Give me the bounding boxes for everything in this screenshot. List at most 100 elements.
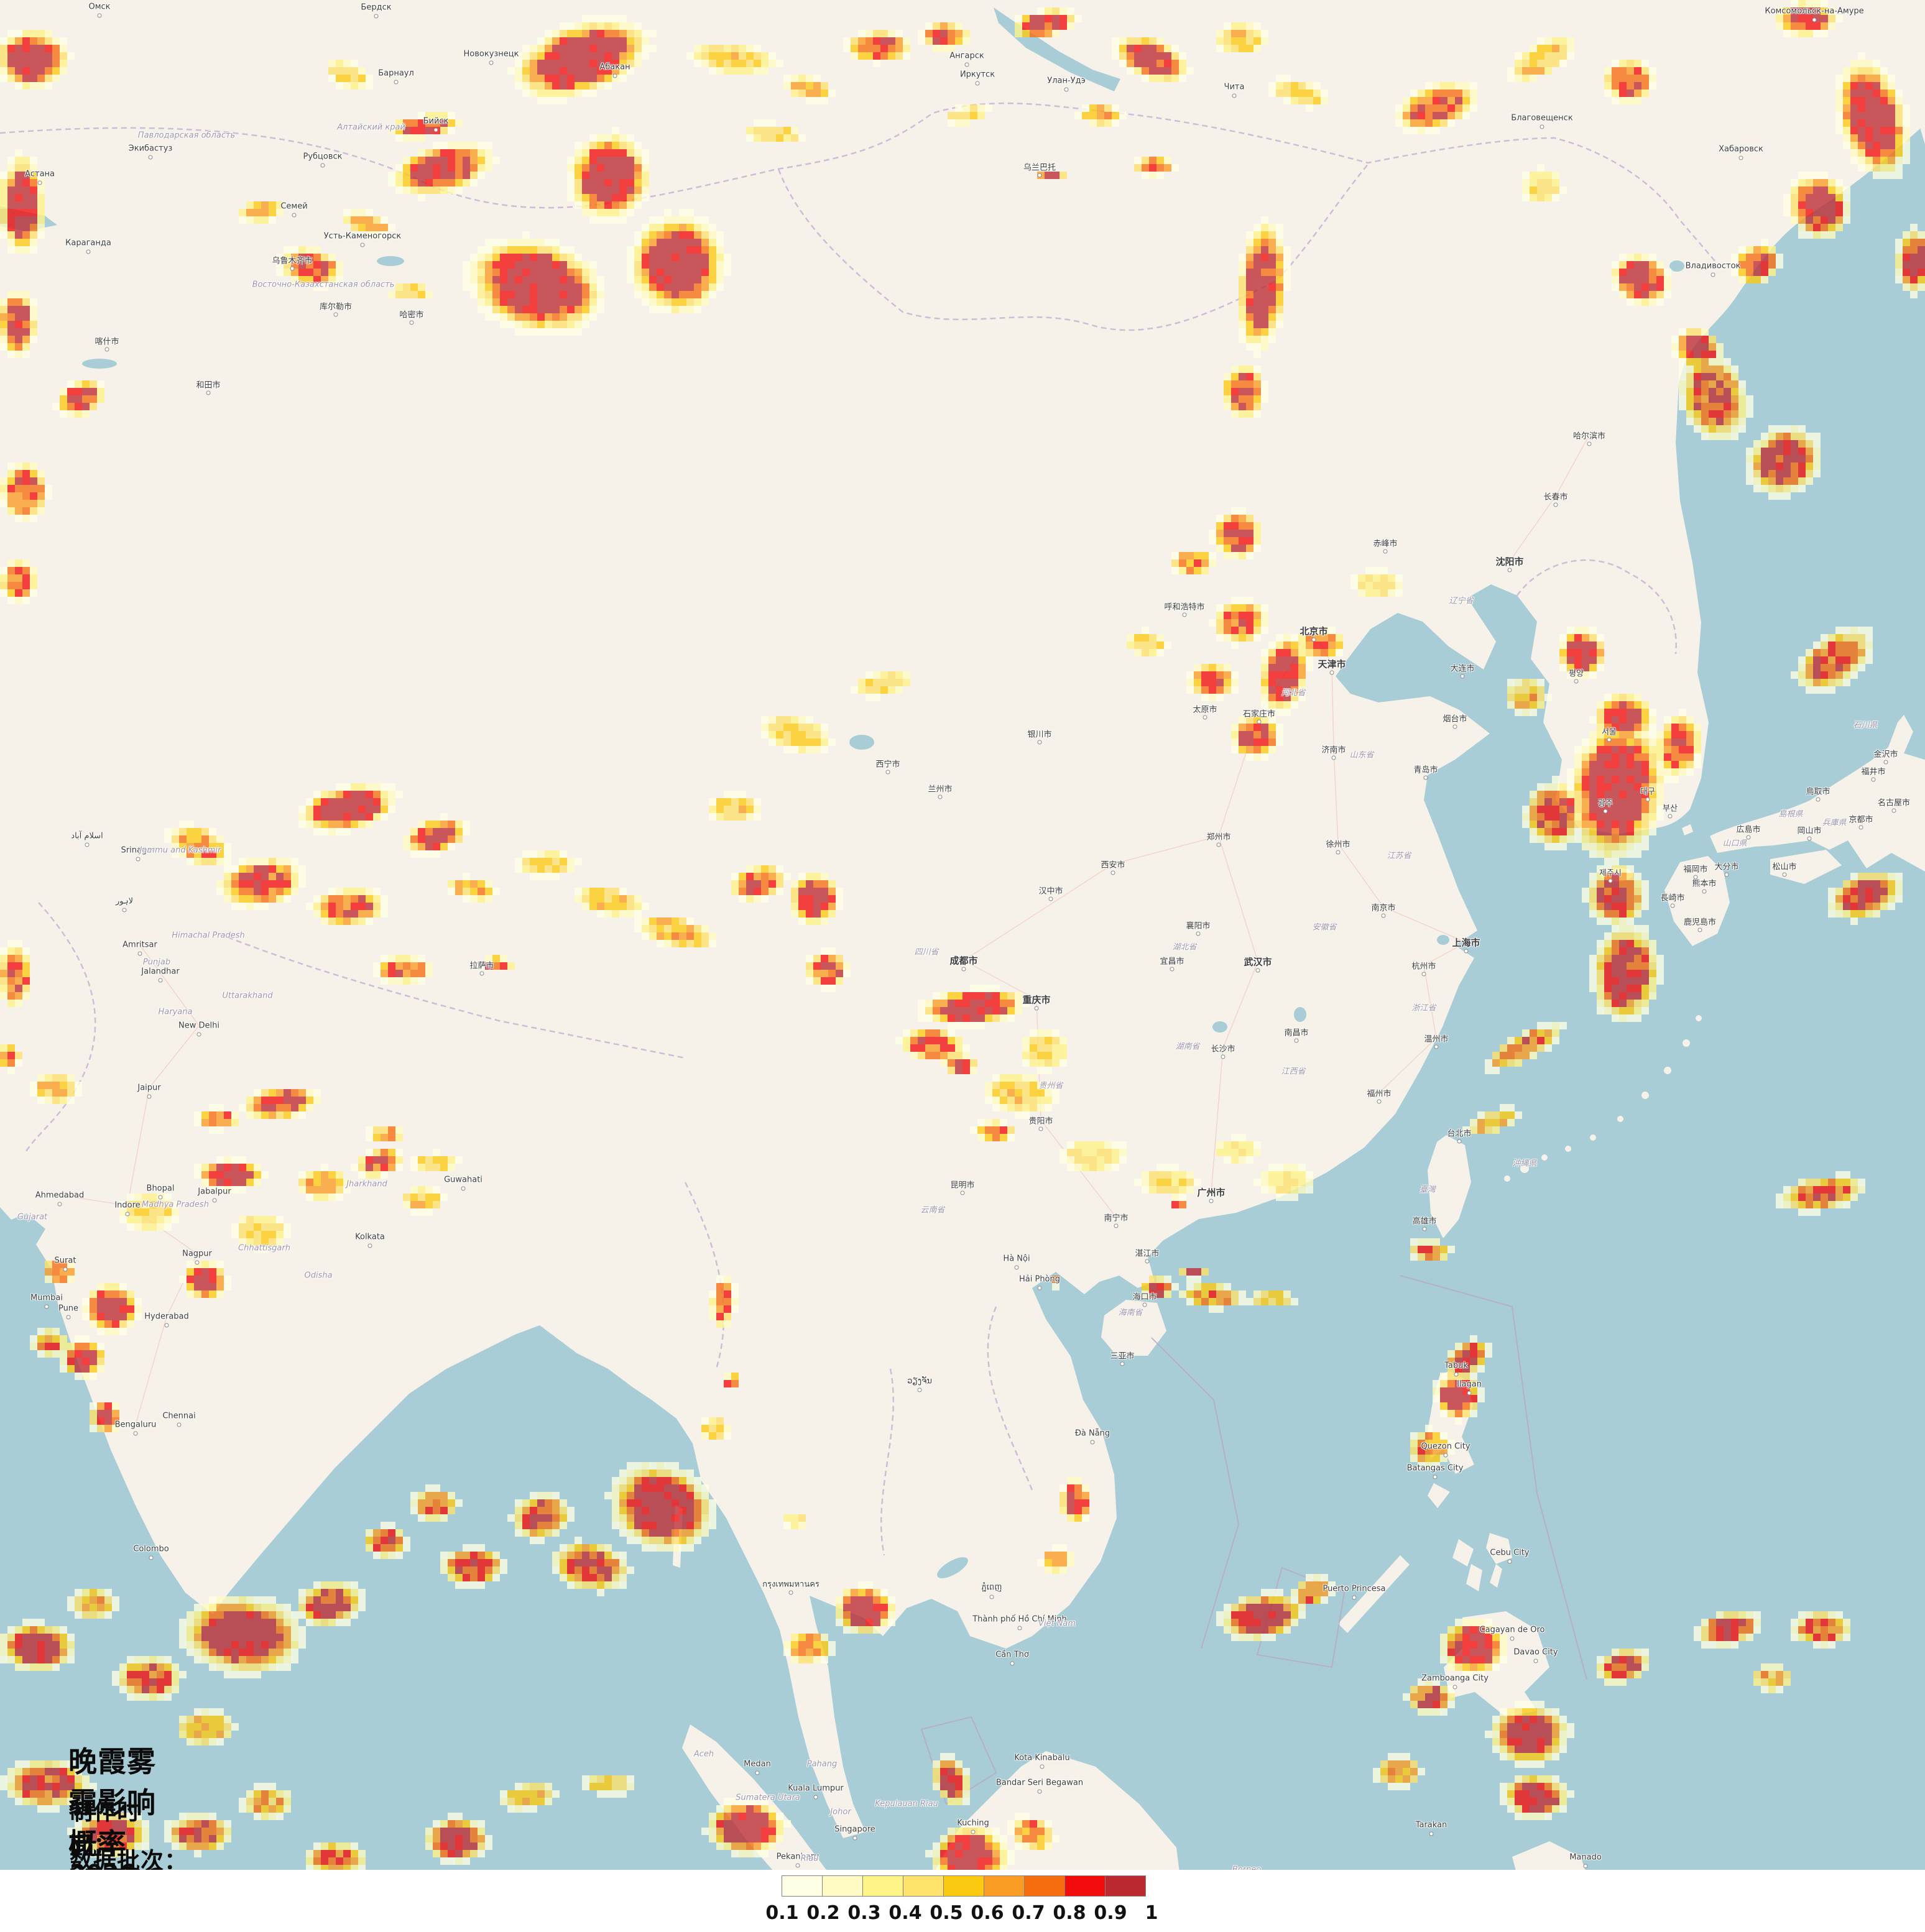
- city-label: Cebu City: [1490, 1548, 1530, 1558]
- city-marker-dot: [989, 1594, 994, 1599]
- legend-tick: 0.6: [971, 1902, 1004, 1924]
- city-marker-dot: [1429, 1831, 1434, 1836]
- city-marker-dot: [367, 1243, 372, 1248]
- city-label: 長崎市: [1660, 893, 1685, 903]
- city-label: Puerto Princesa: [1323, 1584, 1386, 1594]
- city-label: 上海市: [1452, 937, 1480, 949]
- city-marker-dot: [86, 249, 91, 254]
- city-label: Jaipur: [137, 1083, 161, 1093]
- city-marker-dot: [1114, 1223, 1119, 1228]
- city-marker-dot: [148, 155, 153, 160]
- city-marker-dot: [1510, 1636, 1515, 1641]
- city-label: 哈尔滨市: [1572, 431, 1606, 441]
- legend-ticks: 0.1 0.2 0.3 0.4 0.5 0.6 0.7 0.8 0.9 1: [765, 1902, 1158, 1927]
- city-marker-dot: [795, 1863, 800, 1868]
- city-label: 台北市: [1447, 1129, 1472, 1139]
- city-label: Семей: [280, 201, 308, 211]
- city-label: Bengaluru: [114, 1420, 157, 1430]
- city-marker-dot: [1203, 715, 1207, 720]
- legend-bar: 0.1 0.2 0.3 0.4 0.5 0.6 0.7 0.8 0.9 1: [0, 1870, 1925, 1932]
- city-marker-dot: [1738, 155, 1743, 160]
- city-label: Комсомольск-на-Амуре: [1765, 6, 1864, 16]
- city-label: Барнаул: [378, 68, 414, 78]
- city-label: Jalandhar: [141, 967, 180, 977]
- legend-tick: 0.3: [847, 1902, 881, 1924]
- city-label: 평양: [1569, 669, 1584, 679]
- city-marker-dot: [1467, 1391, 1472, 1396]
- city-label: Jabalpur: [198, 1187, 231, 1197]
- city-label: Экибастуз: [128, 144, 173, 154]
- legend-tick: 0.7: [1012, 1902, 1045, 1924]
- city-label: Чита: [1224, 82, 1245, 92]
- city-marker-dot: [409, 320, 414, 325]
- province-label: Madhya Pradesh: [142, 1200, 209, 1210]
- city-marker-dot: [1746, 835, 1751, 840]
- city-label: 沈阳市: [1495, 556, 1524, 568]
- legend-swatch: [1064, 1875, 1106, 1897]
- province-label: 海南省: [1118, 1308, 1143, 1318]
- legend-tick: 0.8: [1053, 1902, 1086, 1924]
- city-marker-dot: [177, 1422, 182, 1427]
- city-label: Pune: [58, 1304, 79, 1313]
- city-label: 天津市: [1318, 658, 1346, 670]
- city-marker-dot: [885, 770, 890, 775]
- city-label: Surat: [54, 1256, 76, 1266]
- data-batch-label: 数据批次：: [70, 1847, 188, 1874]
- city-marker-dot: [1782, 872, 1787, 877]
- city-label: 徐州市: [1326, 840, 1350, 850]
- province-label: Uttarakhand: [222, 991, 273, 1001]
- city-label: 高雄市: [1412, 1217, 1437, 1226]
- city-marker-dot: [133, 1431, 138, 1436]
- province-label: Aceh: [693, 1749, 714, 1759]
- city-label: 长春市: [1543, 492, 1568, 502]
- province-label: Punjab: [142, 957, 171, 967]
- city-marker-dot: [1507, 1559, 1512, 1564]
- city-marker-dot: [1607, 737, 1612, 742]
- city-marker-dot: [1182, 612, 1187, 617]
- city-label: Бердск: [361, 2, 392, 12]
- legend-tick: 0.5: [930, 1902, 963, 1924]
- city-label: Cagayan de Oro: [1479, 1625, 1545, 1635]
- province-label: 浙江省: [1411, 1003, 1436, 1013]
- city-label: 鳥取市: [1806, 787, 1830, 797]
- city-label: 烟台市: [1443, 714, 1467, 724]
- city-label: 呼和浩特市: [1164, 602, 1205, 612]
- legend-tick: 0.1: [765, 1902, 799, 1924]
- city-label: Davao City: [1513, 1647, 1558, 1657]
- city-marker-dot: [1603, 809, 1608, 814]
- city-marker-dot: [1040, 1764, 1045, 1769]
- city-marker-dot: [1454, 1372, 1459, 1377]
- city-label: Kota Kinabalu: [1014, 1753, 1070, 1763]
- city-label: 名古屋市: [1877, 798, 1911, 808]
- city-marker-dot: [1422, 1226, 1427, 1231]
- city-label: Medan: [744, 1759, 771, 1769]
- city-label: 熊本市: [1692, 879, 1717, 889]
- province-label: 河北省: [1281, 688, 1306, 698]
- city-label: Благовещенск: [1511, 113, 1573, 123]
- city-label: Рубцовск: [303, 152, 343, 162]
- city-marker-dot: [1507, 568, 1512, 573]
- city-label: 西宁市: [875, 760, 900, 770]
- city-marker-dot: [292, 213, 297, 218]
- province-label: Jharkhand: [346, 1179, 387, 1189]
- city-marker-dot: [1255, 968, 1260, 973]
- city-marker-dot: [320, 163, 325, 168]
- city-marker-dot: [852, 1836, 857, 1841]
- province-label: Gujarat: [17, 1212, 48, 1222]
- city-marker-dot: [1452, 724, 1457, 729]
- city-label: 石家庄市: [1242, 709, 1276, 719]
- city-marker-dot: [489, 60, 494, 65]
- city-marker-dot: [1311, 637, 1316, 642]
- province-label: Павлодарская область: [137, 131, 236, 140]
- city-marker-dot: [158, 978, 163, 983]
- city-label: Singapore: [834, 1824, 875, 1834]
- city-label: Mumbai: [30, 1293, 63, 1303]
- city-marker-dot: [1257, 719, 1262, 724]
- province-label: 沖縄県: [1512, 1159, 1537, 1169]
- province-label: 云南省: [920, 1205, 945, 1215]
- city-marker-dot: [1209, 1198, 1214, 1203]
- city-marker-dot: [1883, 760, 1888, 765]
- province-label: Jammu and Kashmir: [139, 845, 221, 855]
- city-marker-dot: [479, 971, 484, 976]
- city-label: 昆明市: [950, 1180, 975, 1190]
